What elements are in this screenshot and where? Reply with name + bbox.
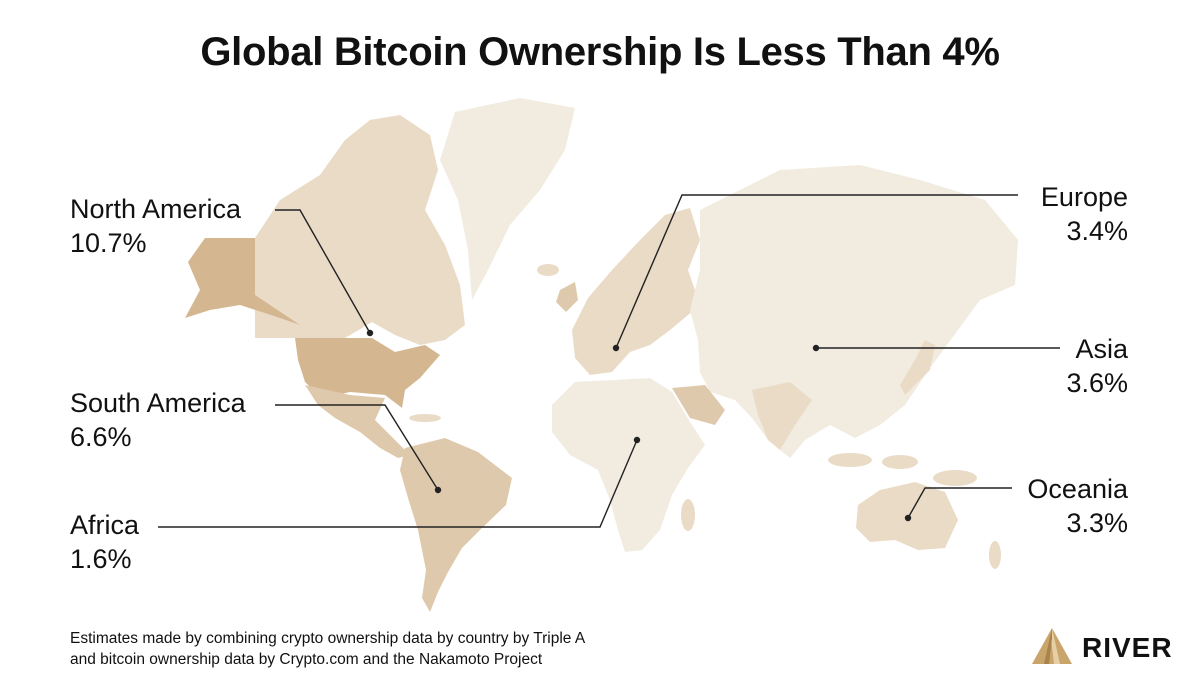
sea-islands-1 (828, 453, 872, 467)
label-north-america: North America 10.7% (70, 192, 241, 260)
label-africa: Africa 1.6% (70, 508, 139, 576)
africa (552, 378, 705, 552)
europe (572, 208, 700, 375)
leader-line-oceania (907, 487, 1012, 519)
point-north-america (366, 329, 374, 337)
page-title: Global Bitcoin Ownership Is Less Than 4% (200, 30, 1000, 74)
sea-islands-2 (882, 455, 918, 469)
river-mountain-logo-icon (1032, 628, 1072, 664)
canada (255, 115, 465, 345)
footnote-line-1: Estimates made by combining crypto owner… (70, 630, 586, 647)
region-name: Oceania (1027, 474, 1128, 504)
madagascar (681, 499, 695, 531)
japan (900, 340, 935, 395)
leader-line-africa (158, 439, 638, 528)
region-value: 6.6% (70, 422, 132, 452)
source-footnote: Estimates made by combining crypto owner… (70, 628, 585, 670)
point-oceania (904, 514, 912, 522)
uk (556, 282, 578, 312)
caribbean (409, 414, 441, 422)
new-zealand (989, 541, 1001, 569)
alaska (185, 238, 300, 325)
label-europe: Europe 3.4% (1041, 180, 1128, 248)
region-name: Africa (70, 510, 140, 540)
region-name: North America (70, 194, 242, 224)
point-africa (633, 436, 641, 444)
region-value: 3.6% (1066, 368, 1128, 398)
leader-line-europe (615, 194, 1018, 349)
south-america (400, 438, 512, 612)
sea-islands-3 (933, 470, 977, 486)
brand-logo: RIVER (1030, 624, 1185, 668)
usa (295, 338, 440, 408)
region-value: 10.7% (70, 228, 147, 258)
region-name: South America (70, 388, 246, 418)
region-value: 3.4% (1066, 216, 1128, 246)
arabia (672, 385, 725, 425)
leader-line-north-america (275, 209, 371, 334)
region-value: 1.6% (70, 544, 132, 574)
leader-line-south-america (275, 404, 439, 491)
region-name: Asia (1075, 334, 1128, 364)
label-oceania: Oceania 3.3% (1027, 472, 1128, 540)
label-south-america: South America 6.6% (70, 386, 246, 454)
point-south-america (434, 486, 442, 494)
region-name: Europe (1040, 182, 1128, 212)
point-asia (812, 344, 820, 352)
greenland (440, 98, 575, 300)
brand-name: RIVER (1082, 632, 1173, 663)
india (752, 382, 812, 450)
label-asia: Asia 3.6% (1066, 332, 1128, 400)
point-europe (612, 344, 620, 352)
region-value: 3.3% (1066, 508, 1128, 538)
footnote-line-2: and bitcoin ownership data by Crypto.com… (70, 651, 543, 668)
mexico-central-america (305, 385, 410, 458)
asia (690, 165, 1018, 458)
iceland (537, 264, 559, 276)
